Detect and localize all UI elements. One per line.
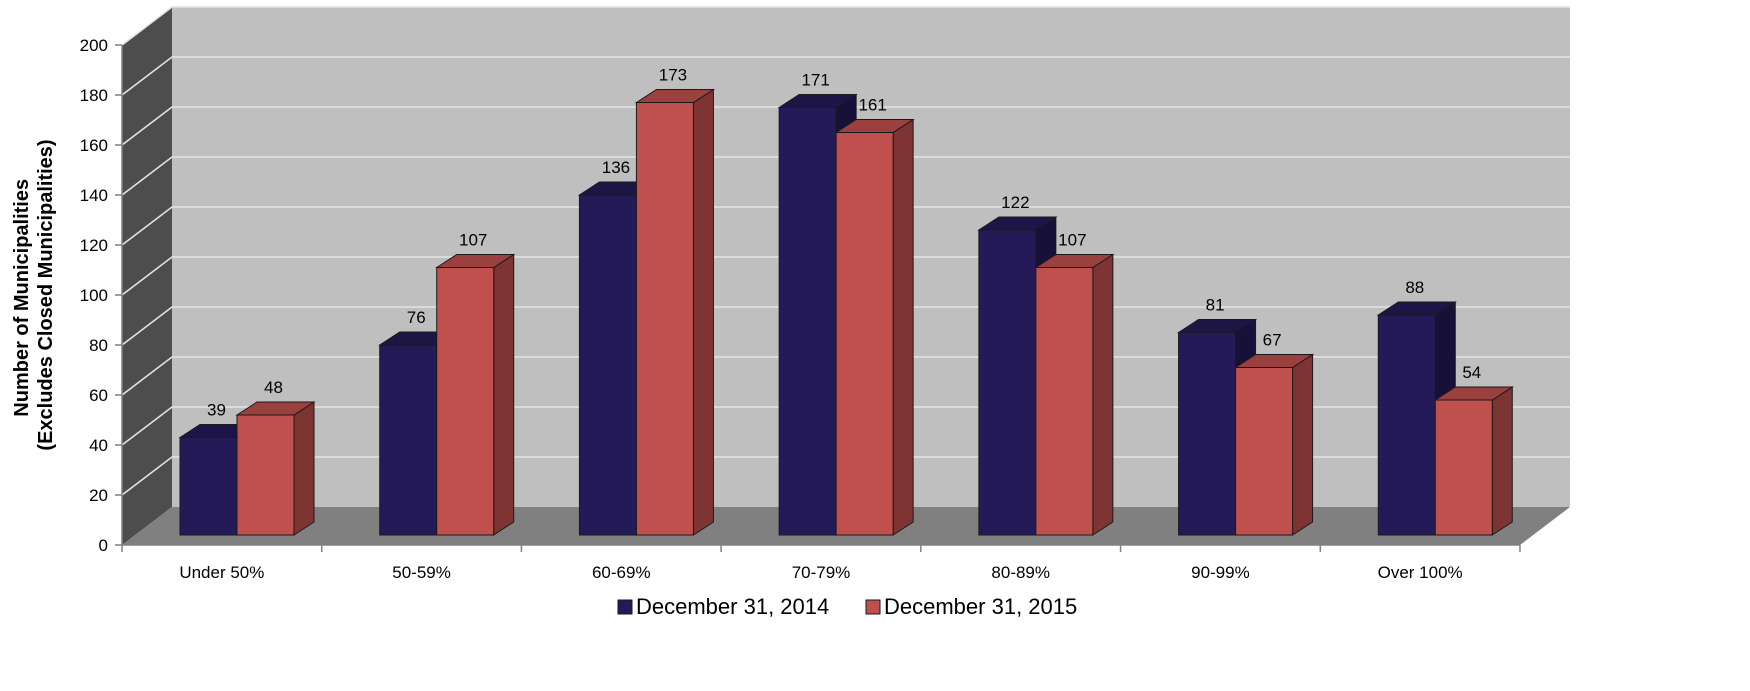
x-tick-label: 50-59% bbox=[392, 563, 451, 582]
bar-front-face bbox=[236, 414, 295, 536]
bar-front-face bbox=[578, 194, 637, 536]
bar-front-face bbox=[1377, 314, 1436, 536]
x-tick-label: 70-79% bbox=[792, 563, 851, 582]
legend-label: December 31, 2015 bbox=[884, 594, 1077, 619]
axes bbox=[115, 44, 1521, 552]
y-tick-label: 140 bbox=[80, 186, 108, 205]
data-label: 48 bbox=[264, 378, 283, 397]
bar-side-face bbox=[1092, 253, 1114, 536]
bar-front-face bbox=[436, 267, 495, 536]
data-label: 171 bbox=[801, 71, 829, 90]
y-axis-title: Number of Municipalities (Excludes Close… bbox=[11, 139, 57, 450]
bar bbox=[834, 118, 915, 536]
data-label: 67 bbox=[1263, 331, 1282, 350]
x-tick-label: 80-89% bbox=[991, 563, 1050, 582]
legend-item: December 31, 2015 bbox=[865, 594, 1077, 619]
bar-front-face bbox=[635, 102, 694, 536]
y-axis-title-line-1: Number of Municipalities bbox=[11, 179, 33, 417]
legend: December 31, 2014 December 31, 2015 bbox=[617, 594, 1077, 619]
gridline bbox=[121, 56, 1570, 96]
bar bbox=[1233, 353, 1315, 536]
bar-front-face bbox=[835, 132, 894, 536]
bar bbox=[235, 401, 316, 536]
data-label: 107 bbox=[1058, 231, 1086, 250]
bar-side-face bbox=[493, 253, 515, 536]
bar-front-face bbox=[1235, 367, 1294, 536]
data-label: 88 bbox=[1405, 278, 1424, 297]
x-tick-label: 60-69% bbox=[592, 563, 651, 582]
data-label: 54 bbox=[1462, 363, 1481, 382]
data-label: 136 bbox=[602, 158, 630, 177]
bar-side-face bbox=[1491, 386, 1513, 536]
bars bbox=[178, 88, 1514, 536]
legend-swatch bbox=[865, 599, 881, 615]
y-tick-label: 80 bbox=[89, 336, 108, 355]
y-tick-label: 20 bbox=[89, 486, 108, 505]
legend-label: December 31, 2014 bbox=[636, 594, 829, 619]
data-label: 81 bbox=[1206, 296, 1225, 315]
y-axis-title-line-2: (Excludes Closed Municipalities) bbox=[35, 139, 57, 450]
bar bbox=[435, 253, 516, 536]
y-tick-label: 0 bbox=[99, 536, 108, 555]
gridline bbox=[121, 106, 1570, 146]
y-tick-label: 200 bbox=[80, 36, 108, 55]
y-tick-label: 40 bbox=[89, 436, 108, 455]
bar-side-face bbox=[692, 88, 714, 536]
bar-front-face bbox=[778, 107, 837, 536]
bar-front-face bbox=[978, 229, 1037, 536]
bar-side-face bbox=[892, 118, 914, 536]
data-label: 107 bbox=[459, 231, 487, 250]
x-tick-label: Over 100% bbox=[1378, 563, 1463, 582]
data-label: 76 bbox=[407, 308, 426, 327]
y-tick-label: 160 bbox=[80, 136, 108, 155]
gridline bbox=[121, 206, 1570, 246]
gridline bbox=[121, 6, 1570, 46]
bar-side-face bbox=[293, 401, 315, 536]
bar-front-face bbox=[1178, 332, 1237, 536]
data-labels: 39 48 76 107 136 173 171 161 122 107 81 67 88 54 bbox=[207, 66, 1481, 420]
gridline bbox=[121, 156, 1570, 196]
data-label: 122 bbox=[1001, 193, 1029, 212]
bar bbox=[634, 88, 716, 536]
bar-side-face bbox=[1292, 353, 1314, 536]
legend-item: December 31, 2014 bbox=[617, 594, 829, 619]
y-tick-label: 180 bbox=[80, 86, 108, 105]
data-label: 173 bbox=[659, 66, 687, 85]
bar-front-face bbox=[379, 344, 438, 536]
legend-swatch bbox=[617, 599, 633, 615]
x-tick-label: 90-99% bbox=[1191, 563, 1250, 582]
data-label: 39 bbox=[207, 401, 226, 420]
x-tick-label: Under 50% bbox=[179, 563, 264, 582]
bar-front-face bbox=[179, 437, 238, 536]
y-tick-label: 120 bbox=[80, 236, 108, 255]
y-tick-label: 60 bbox=[89, 386, 108, 405]
bar bbox=[1433, 386, 1514, 536]
bar bbox=[1034, 253, 1115, 536]
x-tick-labels: Under 50% 50-59% 60-69% 70-79% 80-89% 90-99% O… bbox=[179, 563, 1462, 582]
bar-front-face bbox=[1434, 399, 1493, 536]
y-tick-label: 100 bbox=[80, 286, 108, 305]
data-label: 161 bbox=[858, 96, 886, 115]
y-tick-labels: 0 20 40 60 80 100 120 140 160 180 200 bbox=[80, 36, 108, 555]
bar-front-face bbox=[1035, 267, 1094, 536]
